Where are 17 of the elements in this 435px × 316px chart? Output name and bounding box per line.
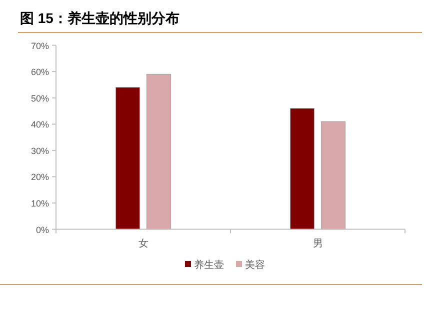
bar bbox=[115, 87, 140, 230]
bar bbox=[146, 74, 172, 230]
x-tick-label: 女 bbox=[138, 237, 148, 250]
legend-label: 养生壶 bbox=[194, 259, 224, 271]
y-tick-label: 40% bbox=[30, 120, 49, 130]
y-tick-label: 10% bbox=[30, 198, 49, 209]
bar bbox=[290, 108, 315, 230]
chart-title: 图 15：养生壶的性别分布 bbox=[20, 10, 180, 26]
y-tick-label: 60% bbox=[30, 67, 49, 78]
legend-label: 美容 bbox=[245, 259, 265, 271]
x-tick-label: 男 bbox=[312, 238, 323, 250]
bar bbox=[320, 121, 346, 230]
y-tick-label: 50% bbox=[30, 93, 49, 104]
y-tick-label: 30% bbox=[30, 146, 49, 156]
y-tick-label: 0% bbox=[36, 224, 49, 235]
y-tick-label: 70% bbox=[30, 40, 49, 51]
y-tick-label: 20% bbox=[30, 172, 49, 182]
